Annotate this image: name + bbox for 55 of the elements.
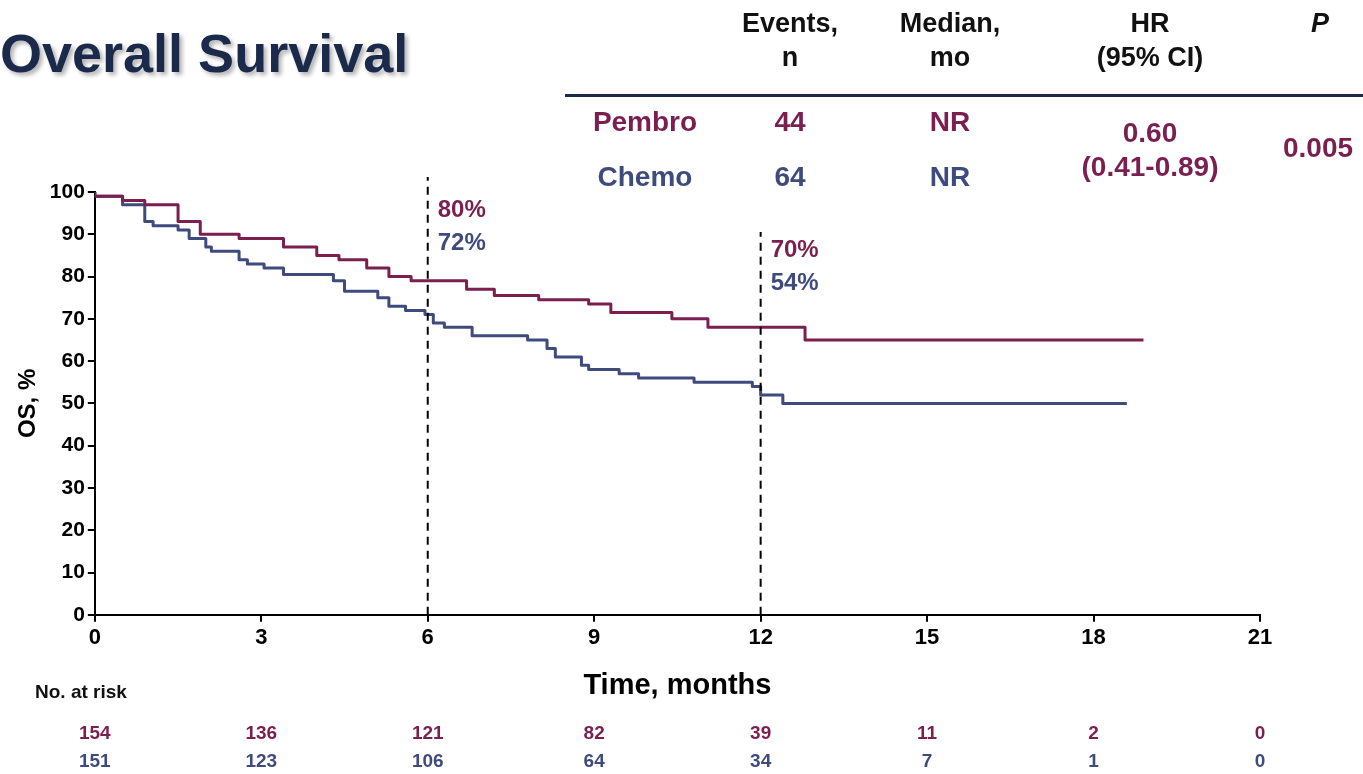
annotation: NR bbox=[929, 160, 971, 194]
text: Events, n bbox=[740, 7, 839, 74]
x-tick-label: 6 bbox=[421, 624, 434, 650]
text: 82 bbox=[583, 722, 605, 744]
text: 0 bbox=[1254, 722, 1266, 744]
text: 2 bbox=[1088, 722, 1099, 744]
text: 44 bbox=[774, 105, 806, 139]
y-tick-label: 70 bbox=[61, 305, 85, 329]
y-tick-label: 60 bbox=[61, 347, 85, 371]
text: Pembro bbox=[592, 105, 698, 139]
y-tick-label: 90 bbox=[61, 221, 85, 245]
text: NR bbox=[929, 105, 971, 139]
text: 0 bbox=[1254, 750, 1266, 772]
annotation: 72% bbox=[437, 227, 486, 255]
x-tick-label: 21 bbox=[1247, 624, 1273, 650]
y-tick-label: 30 bbox=[61, 474, 85, 498]
y-axis-title: OS, % bbox=[13, 368, 41, 439]
text: 121 bbox=[411, 722, 444, 744]
text: 34 bbox=[750, 750, 772, 772]
annotation: 54% bbox=[770, 267, 819, 295]
text: 7 bbox=[921, 750, 933, 772]
text: 0.005 bbox=[1282, 131, 1354, 165]
chart-title: Overall Survival bbox=[0, 22, 409, 84]
annotation: 70% bbox=[770, 234, 819, 262]
text: 11 bbox=[917, 722, 938, 744]
x-axis-title: Time, months bbox=[583, 667, 772, 700]
x-tick-label: 3 bbox=[255, 624, 268, 650]
text: Chemo bbox=[597, 160, 693, 194]
y-tick-label: 80 bbox=[61, 263, 85, 287]
text: HR (95% CI) bbox=[1095, 7, 1205, 74]
text: 1 bbox=[1088, 750, 1099, 772]
y-tick-label: 10 bbox=[61, 559, 85, 583]
y-tick-label: 100 bbox=[49, 178, 85, 202]
text: P bbox=[1310, 7, 1330, 40]
text: 64 bbox=[583, 750, 605, 772]
x-tick-label: 15 bbox=[914, 624, 940, 650]
text: 0.60 (0.41-0.89) bbox=[1081, 116, 1219, 184]
y-tick-label: 40 bbox=[61, 432, 85, 456]
y-tick-label: 20 bbox=[61, 517, 85, 541]
text: 39 bbox=[750, 722, 772, 744]
annotation: 64 bbox=[774, 160, 806, 194]
y-tick-label: 50 bbox=[61, 390, 85, 414]
x-tick-label: 18 bbox=[1081, 624, 1106, 650]
annotation: 80% bbox=[437, 194, 486, 222]
x-tick-label: 0 bbox=[88, 624, 101, 650]
text: 151 bbox=[78, 750, 111, 772]
text: 136 bbox=[245, 722, 278, 744]
text: 123 bbox=[245, 750, 278, 772]
x-tick-label: 9 bbox=[588, 624, 601, 650]
x-tick-label: 12 bbox=[748, 624, 773, 650]
text: No. at risk bbox=[35, 681, 127, 703]
text: 106 bbox=[411, 750, 444, 772]
text: 154 bbox=[78, 722, 111, 744]
y-tick-label: 0 bbox=[73, 601, 85, 625]
text: Median, mo bbox=[898, 7, 1002, 74]
